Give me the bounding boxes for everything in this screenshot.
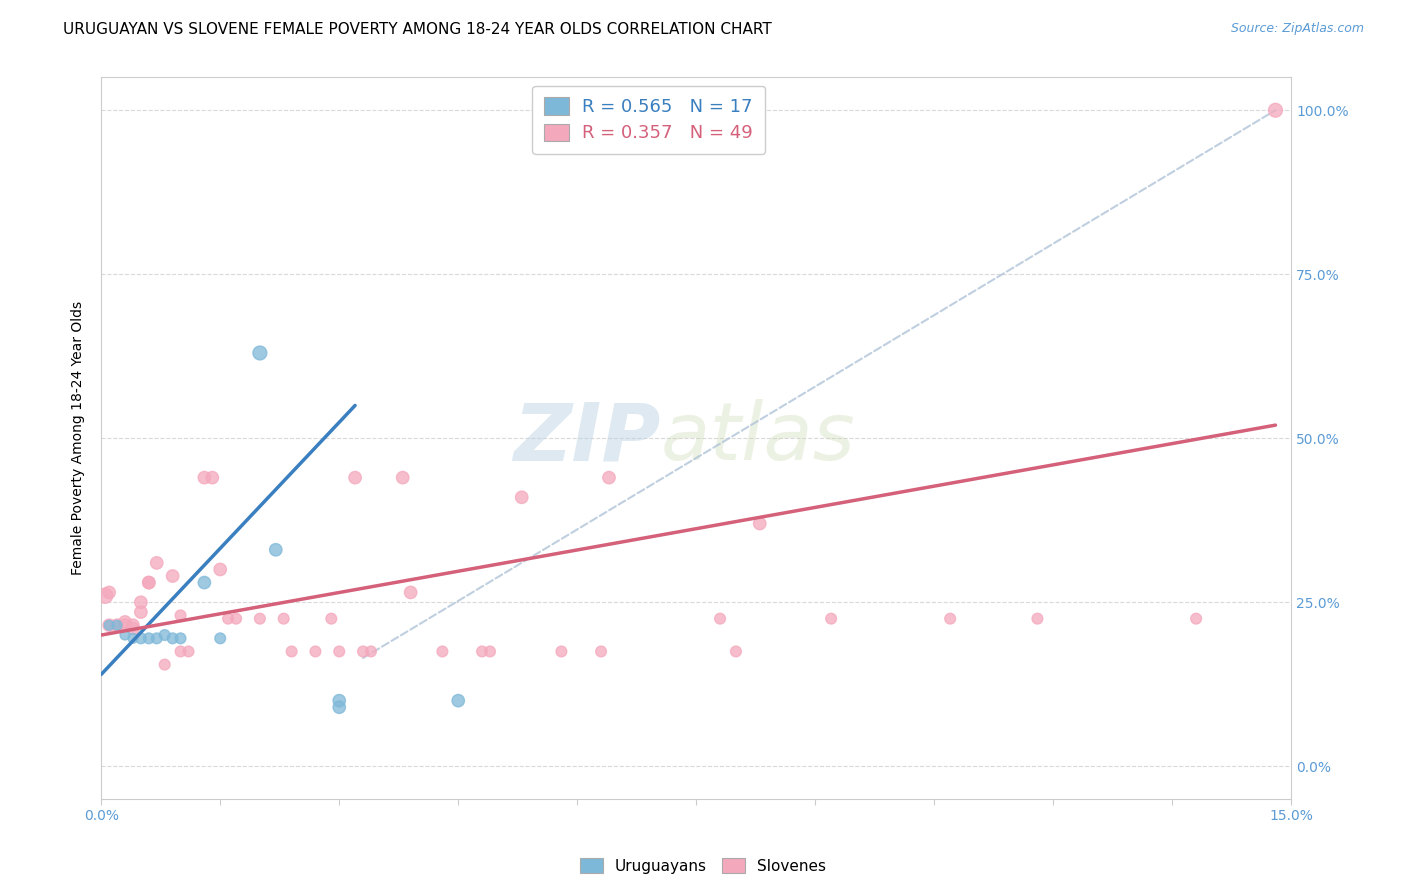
Point <box>328 693 350 707</box>
Point <box>193 470 215 484</box>
Point <box>201 470 224 484</box>
Point <box>138 632 160 646</box>
Point <box>98 618 121 632</box>
Point <box>122 622 145 636</box>
Point <box>138 575 160 590</box>
Point <box>820 612 842 626</box>
Point <box>432 644 454 658</box>
Point <box>138 575 160 590</box>
Point <box>1264 103 1286 118</box>
Point <box>177 644 200 658</box>
Point <box>471 644 494 658</box>
Point <box>589 644 612 658</box>
Legend: R = 0.565   N = 17, R = 0.357   N = 49: R = 0.565 N = 17, R = 0.357 N = 49 <box>533 86 765 153</box>
Text: atlas: atlas <box>661 400 855 477</box>
Point <box>145 632 167 646</box>
Point <box>114 618 136 632</box>
Point <box>122 632 145 646</box>
Point <box>225 612 247 626</box>
Point <box>98 618 121 632</box>
Point <box>352 644 374 658</box>
Point <box>169 644 191 658</box>
Point <box>153 657 176 672</box>
Point <box>162 632 184 646</box>
Point <box>280 644 302 658</box>
Point <box>328 700 350 714</box>
Point <box>344 470 367 484</box>
Point <box>209 562 232 576</box>
Point <box>169 608 191 623</box>
Point <box>209 632 232 646</box>
Text: ZIP: ZIP <box>513 400 661 477</box>
Point <box>724 644 747 658</box>
Point <box>217 612 239 626</box>
Point <box>478 644 501 658</box>
Point <box>94 589 117 603</box>
Legend: Uruguayans, Slovenes: Uruguayans, Slovenes <box>574 852 832 880</box>
Point <box>264 542 287 557</box>
Point <box>249 346 271 360</box>
Point <box>748 516 770 531</box>
Point <box>304 644 326 658</box>
Point <box>105 618 128 632</box>
Point <box>1185 612 1208 626</box>
Point <box>193 575 215 590</box>
Point <box>939 612 962 626</box>
Point <box>273 612 295 626</box>
Point <box>114 628 136 642</box>
Point <box>598 470 620 484</box>
Point <box>114 615 136 629</box>
Point <box>399 585 422 599</box>
Point <box>169 632 191 646</box>
Point <box>391 470 413 484</box>
Point <box>328 644 350 658</box>
Point <box>105 618 128 632</box>
Point <box>162 569 184 583</box>
Point <box>709 612 731 626</box>
Point <box>321 612 343 626</box>
Point <box>129 632 152 646</box>
Point <box>1026 612 1049 626</box>
Point <box>360 644 382 658</box>
Point <box>447 693 470 707</box>
Point <box>510 491 533 505</box>
Point <box>98 585 121 599</box>
Point <box>153 628 176 642</box>
Point <box>122 618 145 632</box>
Point <box>129 595 152 609</box>
Text: URUGUAYAN VS SLOVENE FEMALE POVERTY AMONG 18-24 YEAR OLDS CORRELATION CHART: URUGUAYAN VS SLOVENE FEMALE POVERTY AMON… <box>63 22 772 37</box>
Point <box>550 644 572 658</box>
Point <box>145 556 167 570</box>
Text: Source: ZipAtlas.com: Source: ZipAtlas.com <box>1230 22 1364 36</box>
Point <box>249 612 271 626</box>
Point <box>129 605 152 619</box>
Y-axis label: Female Poverty Among 18-24 Year Olds: Female Poverty Among 18-24 Year Olds <box>72 301 86 575</box>
